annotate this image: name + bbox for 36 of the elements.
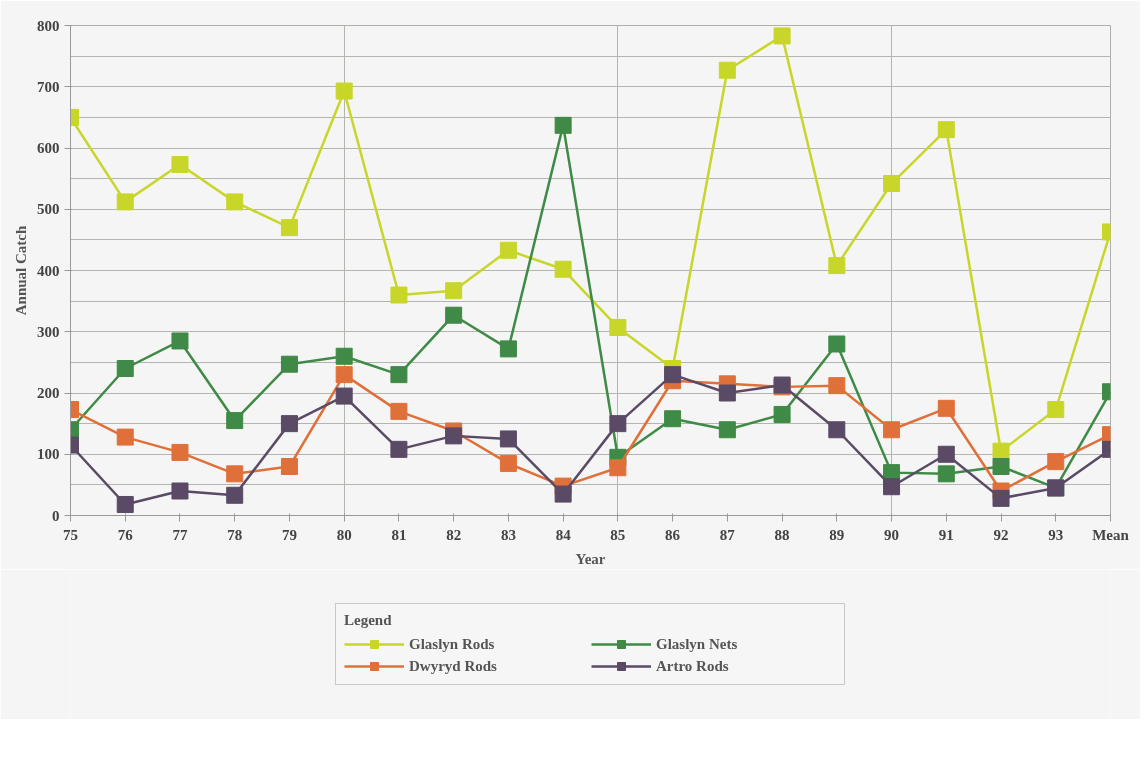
y-tick-label: 500 xyxy=(37,201,60,218)
y-tick-label: 700 xyxy=(37,78,60,95)
legend-label: Glaslyn Rods xyxy=(409,635,496,653)
x-tick-label: 76 xyxy=(117,526,134,543)
x-tick-label: 84 xyxy=(555,526,572,543)
x-tick-label: 88 xyxy=(774,526,790,543)
x-tick-label: 79 xyxy=(281,526,297,543)
x-tick-label: 78 xyxy=(227,526,243,543)
x-tick-label: 92 xyxy=(993,526,1009,543)
x-tick-label: 80 xyxy=(336,526,352,543)
x-tick-label: 75 xyxy=(63,526,78,543)
legend-label: Artro Rods xyxy=(656,657,730,675)
y-tick-label: 800 xyxy=(37,17,60,34)
x-axis-title: Year xyxy=(575,550,606,567)
legend-label: Dwyryd Rods xyxy=(409,657,498,675)
x-tick-label: 86 xyxy=(665,526,681,543)
legend-label: Glaslyn Nets xyxy=(656,635,739,653)
x-tick-label: 81 xyxy=(391,526,407,543)
x-tick-label: 93 xyxy=(1048,526,1064,543)
y-tick-label: 400 xyxy=(37,262,60,279)
y-tick-label: 600 xyxy=(37,140,60,156)
x-tick-label: Mean xyxy=(1092,526,1130,543)
x-tick-label: 77 xyxy=(172,526,188,543)
x-tick-label: 85 xyxy=(610,526,626,543)
y-tick-label: 0 xyxy=(52,507,60,524)
y-axis-title: Annual Catch xyxy=(13,225,29,316)
x-tick-label: 90 xyxy=(884,526,900,543)
y-tick-label: 300 xyxy=(37,323,60,340)
y-tick-label: 100 xyxy=(37,446,60,463)
x-tick-label: 87 xyxy=(719,526,736,543)
x-tick-label: 83 xyxy=(500,526,516,543)
x-tick-label: 91 xyxy=(938,526,954,543)
y-tick-label: 200 xyxy=(37,385,60,401)
legend-title: Legend xyxy=(344,612,393,629)
x-tick-label: 82 xyxy=(446,526,462,543)
x-tick-label: 89 xyxy=(829,526,845,543)
